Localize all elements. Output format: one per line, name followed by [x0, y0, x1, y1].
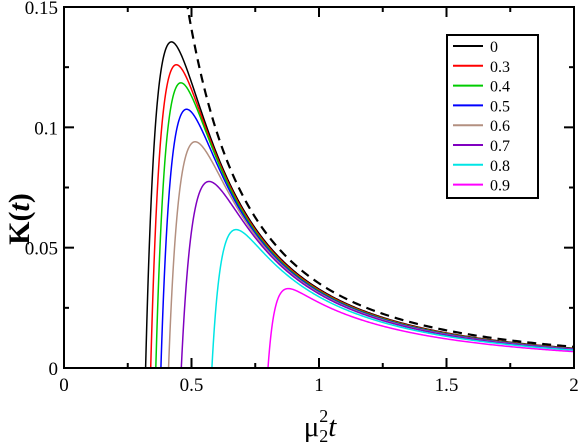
legend-label: 0 — [490, 39, 498, 56]
y-axis-title: K(t) — [3, 193, 36, 245]
y-tick-label: 0.05 — [25, 239, 58, 260]
x-tick-label: 2 — [569, 375, 579, 396]
y-tick-labels: 0 0.05 0.1 0.15 — [25, 0, 58, 380]
plot-curves — [144, 7, 574, 368]
series-line — [267, 287, 574, 368]
x-tick-label: 0.5 — [180, 375, 204, 396]
legend-label: 0.4 — [490, 79, 510, 96]
legend-label: 0.8 — [490, 158, 510, 175]
series-line — [180, 180, 574, 368]
legend: 0 0.3 0.4 0.5 0.6 0.7 0.8 0.9 — [446, 34, 539, 199]
x-axis-title: μ22t — [304, 406, 338, 446]
legend-box — [446, 34, 539, 199]
x-tick-labels: 0 0.5 1 1.5 2 — [59, 375, 579, 396]
axis-ticks — [63, 6, 575, 369]
legend-entries: 0 0.3 0.4 0.5 0.6 0.7 0.8 0.9 — [453, 39, 510, 195]
legend-label: 0.7 — [490, 138, 510, 155]
legend-label: 0.3 — [490, 59, 510, 76]
x-tick-label: 0 — [59, 375, 69, 396]
y-tick-label: 0.15 — [25, 0, 58, 19]
legend-label: 0.6 — [490, 118, 510, 135]
legend-label: 0.9 — [490, 178, 510, 195]
x-tick-label: 1 — [314, 375, 324, 396]
series-line — [211, 228, 574, 368]
legend-label: 0.5 — [490, 98, 510, 115]
y-tick-label: 0.1 — [34, 118, 58, 139]
y-tick-label: 0 — [49, 359, 59, 380]
x-tick-label: 1.5 — [435, 375, 459, 396]
